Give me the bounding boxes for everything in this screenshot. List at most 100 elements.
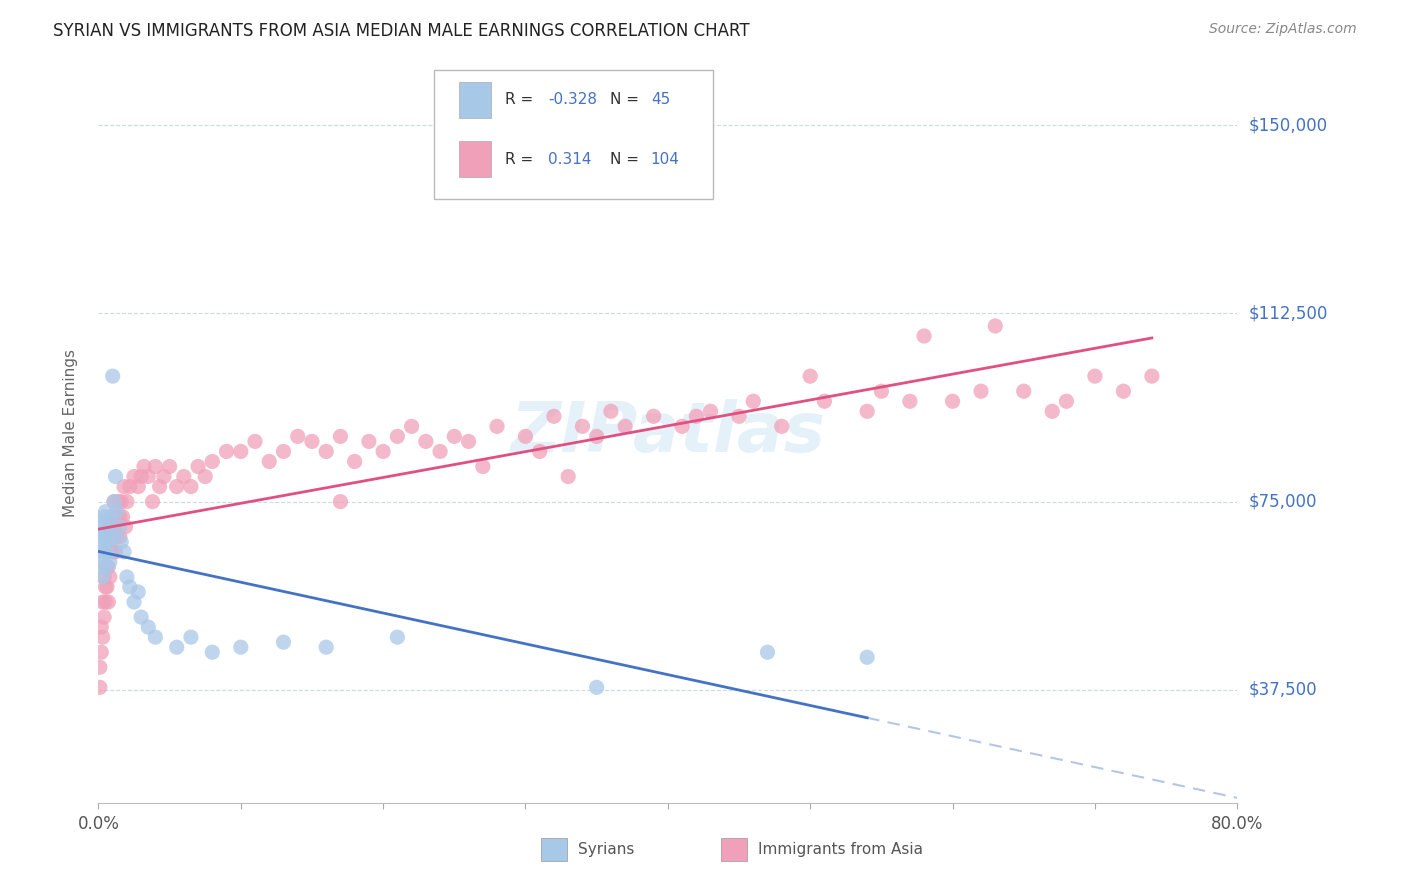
Point — [187, 459, 209, 474]
Point — [1140, 369, 1163, 384]
Point — [970, 384, 993, 399]
Point — [856, 650, 879, 665]
Point — [287, 429, 309, 443]
Text: SYRIAN VS IMMIGRANTS FROM ASIA MEDIAN MALE EARNINGS CORRELATION CHART: SYRIAN VS IMMIGRANTS FROM ASIA MEDIAN MA… — [53, 22, 749, 40]
Text: ZIPatlas: ZIPatlas — [510, 399, 825, 467]
Point — [756, 645, 779, 659]
Point — [799, 369, 821, 384]
Point — [96, 545, 118, 559]
Point — [429, 444, 451, 458]
Point — [315, 444, 337, 458]
Point — [96, 580, 118, 594]
Point — [127, 585, 149, 599]
Point — [97, 595, 120, 609]
Point — [329, 429, 352, 443]
Text: $75,000: $75,000 — [1249, 492, 1317, 510]
Point — [94, 595, 117, 609]
Point — [166, 479, 188, 493]
Point — [127, 479, 149, 493]
FancyBboxPatch shape — [434, 70, 713, 200]
Text: Immigrants from Asia: Immigrants from Asia — [758, 842, 922, 857]
Text: N =: N = — [610, 93, 638, 107]
Point — [91, 630, 114, 644]
Point — [201, 645, 224, 659]
Point — [104, 469, 127, 483]
Point — [149, 479, 172, 493]
Point — [112, 479, 135, 493]
Point — [98, 530, 121, 544]
Point — [870, 384, 893, 399]
Point — [557, 469, 579, 483]
Point — [471, 459, 494, 474]
Point — [90, 515, 112, 529]
Point — [571, 419, 593, 434]
Point — [115, 494, 138, 508]
Point — [100, 509, 122, 524]
Point — [728, 409, 751, 424]
Text: 0.314: 0.314 — [548, 152, 592, 167]
Point — [671, 419, 693, 434]
FancyBboxPatch shape — [460, 82, 491, 118]
Point — [415, 434, 437, 449]
Point — [166, 640, 188, 655]
Point — [110, 534, 132, 549]
Point — [1112, 384, 1135, 399]
Point — [90, 620, 112, 634]
Point — [329, 494, 352, 508]
Point — [515, 429, 537, 443]
Point — [90, 545, 112, 559]
Point — [770, 419, 793, 434]
Point — [742, 394, 765, 409]
Point — [141, 494, 163, 508]
Point — [98, 520, 121, 534]
Point — [91, 520, 114, 534]
Point — [94, 524, 117, 539]
Point — [159, 459, 181, 474]
Point — [103, 545, 125, 559]
Point — [229, 640, 252, 655]
Point — [180, 479, 202, 493]
Point — [101, 530, 124, 544]
Point — [94, 505, 117, 519]
Point — [1040, 404, 1063, 418]
Point — [105, 509, 128, 524]
Point — [685, 409, 707, 424]
Point — [942, 394, 965, 409]
Point — [93, 570, 115, 584]
Point — [529, 444, 551, 458]
Text: -0.328: -0.328 — [548, 93, 598, 107]
Point — [96, 560, 118, 574]
Point — [108, 520, 131, 534]
Point — [118, 580, 141, 594]
Point — [898, 394, 921, 409]
Point — [118, 479, 141, 493]
Text: 104: 104 — [651, 152, 679, 167]
Point — [145, 630, 167, 644]
Point — [486, 419, 509, 434]
Point — [401, 419, 423, 434]
Y-axis label: Median Male Earnings: Median Male Earnings — [63, 349, 77, 516]
Point — [115, 570, 138, 584]
Point — [457, 434, 479, 449]
Point — [89, 560, 111, 574]
Point — [108, 530, 131, 544]
Point — [387, 630, 409, 644]
Point — [112, 545, 135, 559]
Point — [110, 494, 132, 508]
Point — [614, 419, 637, 434]
Point — [315, 640, 337, 655]
Point — [387, 429, 409, 443]
Point — [103, 494, 125, 508]
Point — [129, 469, 152, 483]
Text: 45: 45 — [651, 93, 671, 107]
Point — [89, 681, 111, 695]
Point — [90, 530, 112, 544]
Point — [180, 630, 202, 644]
Point — [101, 509, 124, 524]
Point — [600, 404, 623, 418]
Point — [90, 645, 112, 659]
Point — [856, 404, 879, 418]
Point — [114, 520, 136, 534]
FancyBboxPatch shape — [460, 141, 491, 178]
Point — [1056, 394, 1078, 409]
